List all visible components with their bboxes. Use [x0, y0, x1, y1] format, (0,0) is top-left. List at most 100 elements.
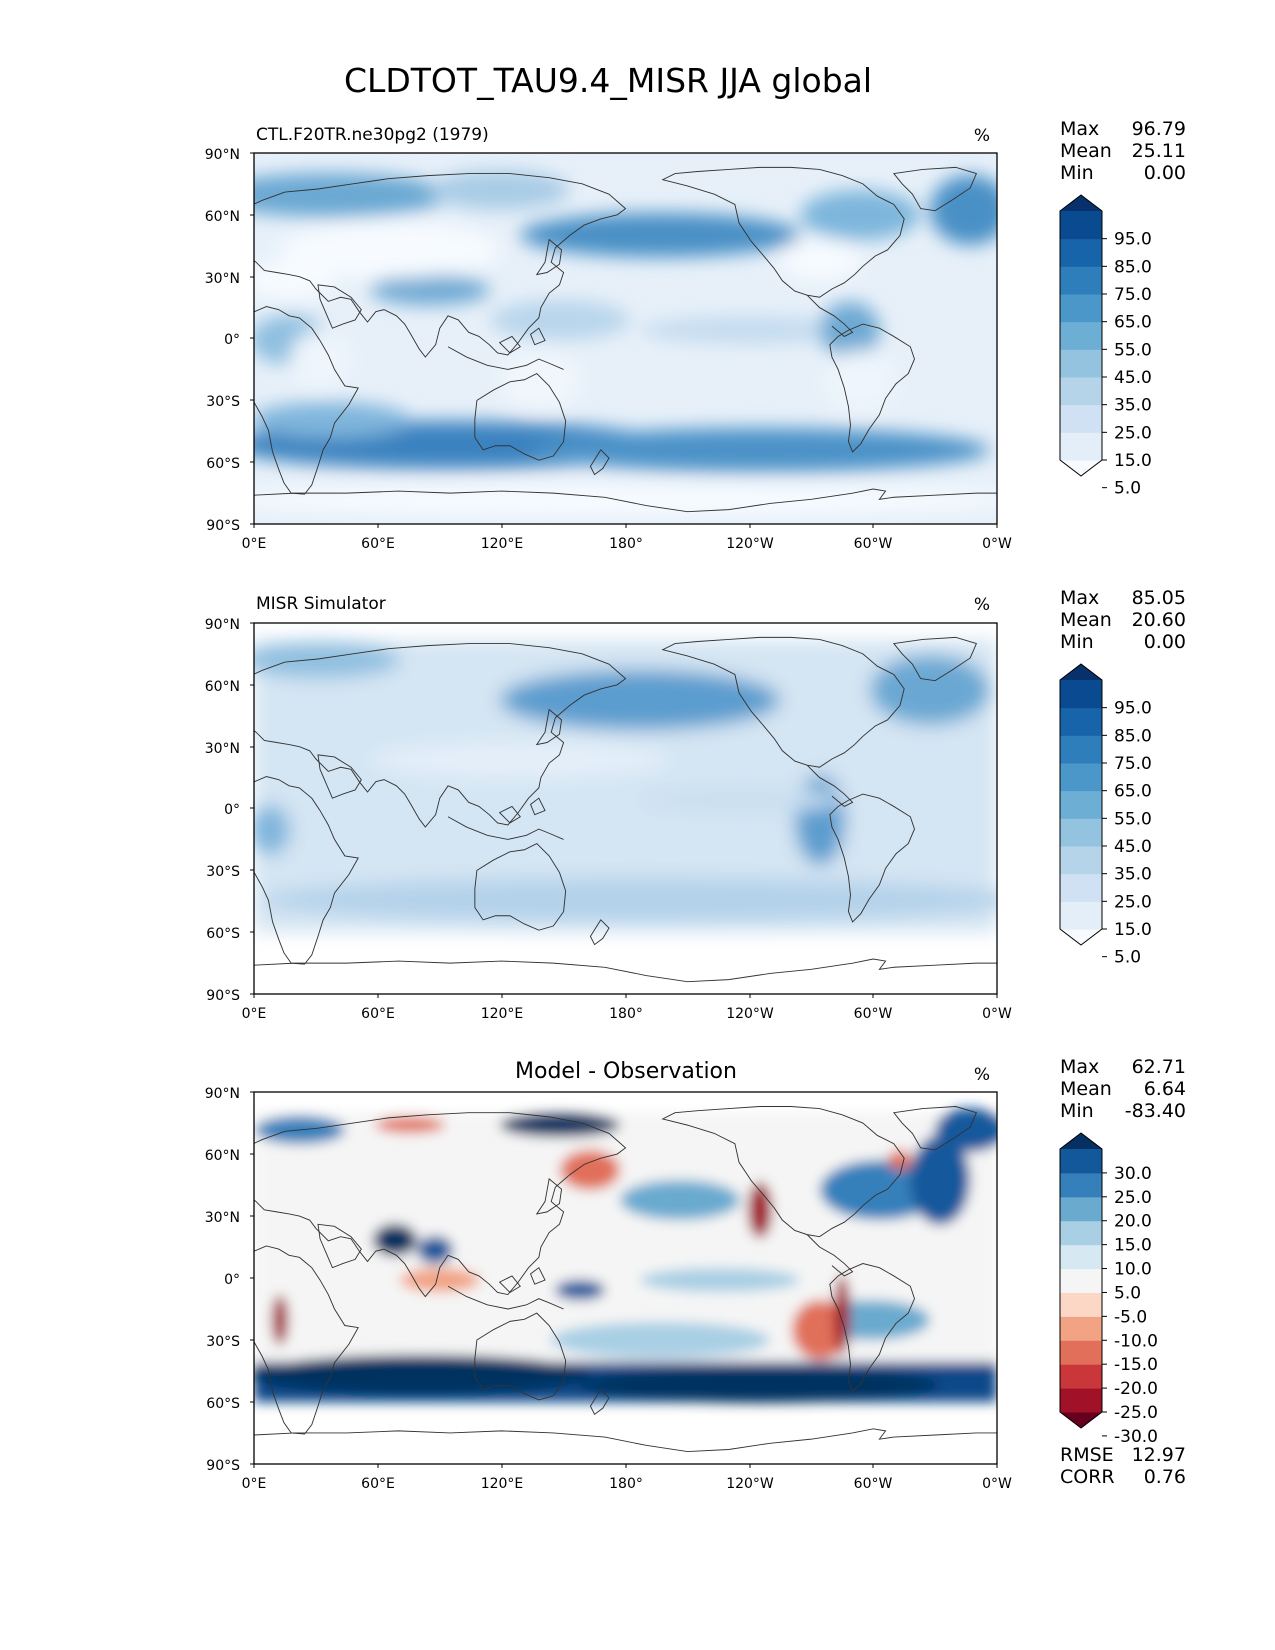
colorbar-segment — [1060, 1316, 1102, 1341]
colorbar-tick-label: 95.0 — [1114, 230, 1152, 250]
colorbar-tick-label: -15.0 — [1114, 1355, 1158, 1375]
lon-tick-label: 180° — [609, 1476, 643, 1492]
colorbar-segment — [1060, 432, 1102, 461]
lon-tick-label: 60°E — [361, 536, 395, 552]
stat-label: Mean — [1060, 140, 1112, 162]
lon-tick-label: 180° — [609, 536, 643, 552]
lat-tick-label: 0° — [224, 332, 240, 348]
colorbar-segment — [1060, 818, 1102, 847]
lon-tick-label: 60°W — [854, 1006, 893, 1022]
metric-label: CORR — [1060, 1466, 1115, 1488]
colorbar: 95.0 85.0 75.0 65.0 55.0 45.0 35.0 25.0 15.0 5.0 — [1059, 194, 1152, 499]
colorbar-tick-label: 30.0 — [1114, 1164, 1152, 1184]
colorbar-tick-label: 10.0 — [1114, 1260, 1152, 1280]
lat-tick-label: 0° — [224, 802, 240, 818]
figure-title: CLDTOT_TAU9.4_MISR JJA global — [344, 61, 872, 100]
colorbar-tick-label: 25.0 — [1114, 1188, 1152, 1208]
lon-tick-label: 60°W — [854, 1476, 893, 1492]
lon-tick-label: 0°E — [242, 536, 267, 552]
stats-block: Max 85.05 Mean 20.60 Min 0.00 — [1060, 587, 1186, 653]
colorbar-segment — [1060, 873, 1102, 902]
colorbar-segment — [1060, 1292, 1102, 1317]
colorbar-segment — [1060, 735, 1102, 764]
colorbar-tick-label: 55.0 — [1114, 340, 1152, 360]
panel-units: % — [974, 595, 990, 615]
stat-label: Mean — [1060, 609, 1112, 631]
colorbar-segment — [1060, 901, 1102, 930]
colorbar-segment — [1060, 294, 1102, 323]
stat-label: Max — [1060, 587, 1099, 609]
stat-value: -83.40 — [1125, 1100, 1186, 1122]
stat-value: 0.00 — [1144, 162, 1186, 184]
colorbar-segment — [1060, 1244, 1102, 1270]
panel-center-title: Model - Observation — [515, 1059, 737, 1084]
lat-tick-label: 90°N — [205, 147, 240, 163]
colorbar-tick-label: 5.0 — [1114, 948, 1141, 968]
stat-label: Min — [1060, 162, 1094, 184]
lat-tick-label: 60°N — [205, 1148, 240, 1164]
lon-tick-label: 0°E — [242, 1476, 267, 1492]
colorbar-segment — [1060, 1172, 1102, 1198]
colorbar-tick-label: -30.0 — [1114, 1427, 1158, 1447]
lon-tick-label: 60°E — [361, 1006, 395, 1022]
colorbar-tick-label: 75.0 — [1114, 754, 1152, 774]
colorbar-segment — [1060, 1268, 1102, 1293]
lon-tick-label: 120°W — [726, 1476, 774, 1492]
colorbar-extend-min — [1060, 1412, 1102, 1428]
colorbar-segment — [1060, 1149, 1102, 1174]
stats-block: Max 96.79 Mean 25.11 Min 0.00 — [1060, 118, 1186, 184]
lon-tick-label: 0°W — [982, 1006, 1012, 1022]
colorbar-tick-label: 65.0 — [1114, 782, 1152, 802]
panel-left-title: MISR Simulator — [256, 594, 386, 614]
colorbar-segment — [1060, 211, 1102, 240]
colorbar-segment — [1060, 1196, 1102, 1222]
lon-tick-label: 120°W — [726, 1006, 774, 1022]
metric-label: RMSE — [1060, 1444, 1114, 1466]
colorbar-extend-min — [1060, 929, 1102, 945]
colorbar-tick-label: 5.0 — [1114, 479, 1141, 499]
colorbar-tick-label: 55.0 — [1114, 809, 1152, 829]
colorbar-segment — [1060, 680, 1102, 709]
stat-value: 62.71 — [1132, 1056, 1186, 1078]
lat-tick-label: 90°S — [206, 1458, 240, 1474]
colorbar-extend-max — [1060, 195, 1102, 211]
stat-value: 6.64 — [1144, 1078, 1186, 1100]
map-plot-area — [254, 153, 997, 524]
stat-value: 0.00 — [1144, 631, 1186, 653]
colorbar-segment — [1060, 763, 1102, 792]
lat-tick-label: 30°N — [205, 271, 240, 287]
lat-tick-label: 60°S — [206, 456, 240, 472]
stat-label: Mean — [1060, 1078, 1112, 1100]
colorbar-segment — [1060, 238, 1102, 267]
colorbar-tick-label: 15.0 — [1114, 920, 1152, 940]
colorbar-segment — [1060, 349, 1102, 378]
lon-tick-label: 0°W — [982, 1476, 1012, 1492]
panel-difference: Model - Observation % — [205, 1056, 1186, 1492]
stat-value: 20.60 — [1132, 609, 1186, 631]
lon-axis: 0°E 60°E 120°E 180° 120°W 60°W 0°W — [242, 1464, 1012, 1492]
colorbar-tick-label: 85.0 — [1114, 257, 1152, 277]
colorbar-extend-max — [1060, 1133, 1102, 1149]
colorbar: 30.0 25.0 20.0 15.0 10.0 5.0 -5.0 -10.0 -15.0 -20… — [1059, 1132, 1158, 1447]
colorbar-tick-label: 20.0 — [1114, 1212, 1152, 1232]
colorbar-segment — [1060, 377, 1102, 406]
colorbar-segment — [1060, 1220, 1102, 1246]
lat-tick-label: 90°S — [206, 988, 240, 1004]
colorbar-tick-label: -20.0 — [1114, 1379, 1158, 1399]
lat-tick-label: 90°N — [205, 617, 240, 633]
colorbar-tick-label: 35.0 — [1114, 865, 1152, 885]
colorbar-tick-label: 45.0 — [1114, 837, 1152, 857]
colorbar-segment — [1060, 404, 1102, 433]
lat-tick-label: 0° — [224, 1272, 240, 1288]
colorbar-tick-label: -10.0 — [1114, 1331, 1158, 1351]
lat-tick-label: 30°N — [205, 1210, 240, 1226]
stat-value: 25.11 — [1132, 140, 1186, 162]
lon-axis: 0°E 60°E 120°E 180° 120°W 60°W 0°W — [242, 994, 1012, 1022]
colorbar-segment — [1060, 321, 1102, 350]
stat-label: Max — [1060, 118, 1099, 140]
lat-tick-label: 60°N — [205, 679, 240, 695]
lat-axis: 90°N 60°N 30°N 0° 30°S 60°S 90°S — [205, 1086, 254, 1474]
colorbar-tick-label: 15.0 — [1114, 1236, 1152, 1256]
lat-tick-label: 60°S — [206, 926, 240, 942]
